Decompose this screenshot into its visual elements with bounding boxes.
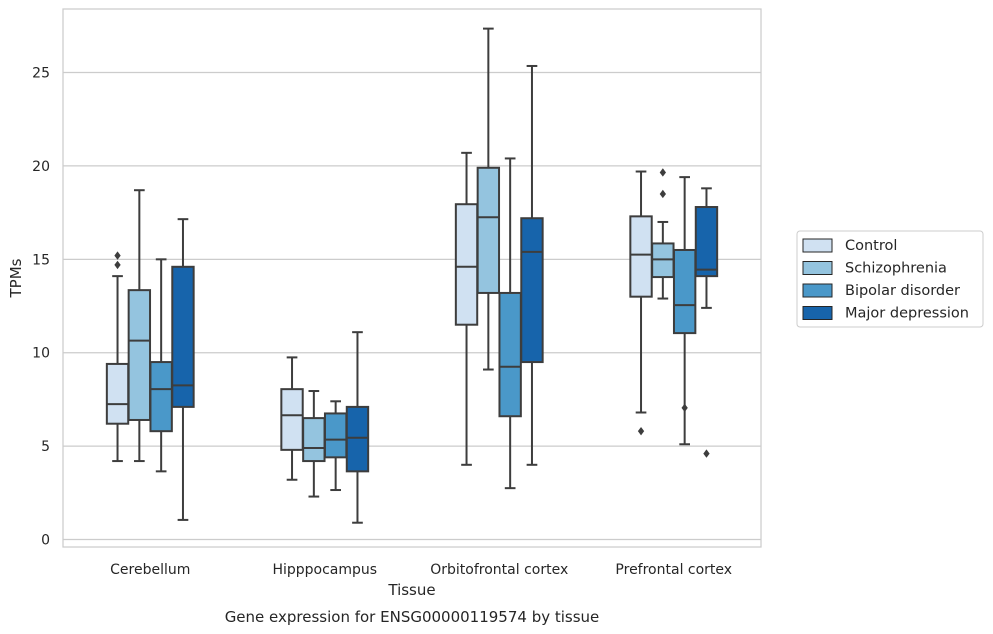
box — [149, 258, 173, 473]
legend-label: Bipolar disorder — [845, 283, 960, 299]
y-tick-label: 10 — [32, 346, 50, 362]
box — [498, 157, 522, 490]
x-tick-label: Hipppocampus — [272, 562, 377, 578]
box — [476, 27, 501, 371]
series-bipolar-disorder — [149, 157, 697, 492]
iqr-box — [672, 248, 697, 335]
y-tick-labels: 0 5 10 15 20 25 — [32, 66, 50, 549]
box — [323, 400, 348, 492]
y-tick-label: 20 — [32, 159, 50, 175]
box-series — [105, 27, 719, 524]
iqr-box — [105, 362, 130, 425]
plot-frame — [62, 8, 762, 548]
series-schizophrenia — [127, 27, 675, 498]
box — [651, 168, 675, 300]
legend-label: Major depression — [845, 306, 969, 322]
outlier-point — [114, 251, 121, 260]
y-axis-label: TPMs — [7, 258, 25, 298]
iqr-box — [694, 206, 719, 278]
iqr-box — [476, 166, 501, 294]
iqr-box — [345, 405, 370, 473]
series-control — [105, 151, 653, 481]
box — [105, 251, 130, 463]
y-tick-label: 5 — [41, 439, 50, 455]
x-tick-label: Prefrontal cortex — [615, 562, 732, 578]
outlier-point — [659, 168, 666, 177]
box — [454, 151, 479, 466]
iqr-box — [127, 289, 152, 421]
x-tick-labels: Cerebellum Hipppocampus Orbitofrontal cort… — [110, 562, 732, 578]
legend-swatch — [802, 261, 833, 275]
legend-frame — [796, 230, 984, 328]
iqr-box — [323, 412, 348, 459]
iqr-box — [302, 417, 326, 463]
iqr-box — [520, 217, 544, 364]
iqr-box — [149, 361, 173, 433]
legend-swatch — [802, 283, 833, 298]
box — [694, 187, 719, 458]
iqr-box — [280, 388, 304, 451]
box — [127, 189, 152, 463]
box — [302, 390, 326, 498]
outlier-point — [659, 189, 666, 199]
outlier-point — [681, 403, 688, 413]
box — [171, 218, 195, 521]
iqr-box — [629, 215, 653, 298]
iqr-box — [454, 203, 479, 326]
outlier-point — [703, 449, 710, 458]
y-tick-label: 25 — [32, 66, 50, 82]
legend-swatch — [802, 306, 833, 320]
legend-label: Schizophrenia — [845, 261, 947, 277]
y-tick-label: 15 — [32, 252, 50, 268]
legend-swatch — [802, 238, 833, 253]
x-axis-label: Tissue — [387, 581, 435, 599]
iqr-box — [171, 265, 195, 408]
box — [345, 331, 370, 524]
box — [280, 356, 304, 481]
legend: Control Schizophrenia Bipolar disorder Majo… — [796, 230, 984, 328]
legend-label: Control — [845, 238, 897, 254]
series-major-depression — [171, 64, 719, 524]
box — [672, 176, 697, 446]
outlier-point — [637, 426, 645, 436]
box — [629, 170, 653, 436]
box — [520, 64, 544, 466]
y-tick-label: 0 — [41, 533, 50, 549]
x-tick-label: Orbitofrontal cortex — [430, 562, 568, 578]
figure-caption: Gene expression for ENSG00000119574 by t… — [225, 608, 600, 626]
gridlines — [63, 71, 761, 541]
x-tick-label: Cerebellum — [110, 562, 190, 578]
iqr-box — [498, 291, 522, 418]
outlier-point — [114, 260, 121, 270]
